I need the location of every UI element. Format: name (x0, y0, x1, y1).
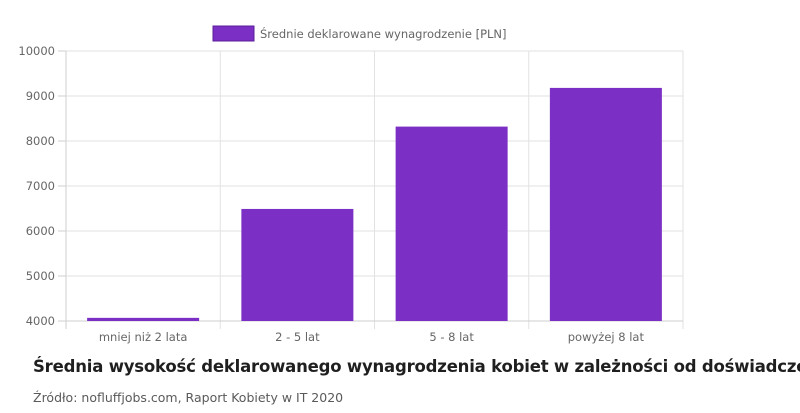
bar-chart: 4000 5000 6000 7000 8000 9000 10000 mniej niż … (18, 25, 684, 344)
chart-caption-title: Średnia wysokość deklarowanego wynagrodz… (33, 357, 800, 376)
x-tick-label: 2 - 5 lat (275, 330, 320, 344)
y-tick-label: 8000 (26, 134, 55, 148)
bar[interactable] (395, 126, 508, 321)
bars (87, 87, 662, 322)
x-tick-label: powyżej 8 lat (568, 330, 645, 344)
bar[interactable] (549, 87, 662, 322)
legend-label: Średnie deklarowane wynagrodzenie [PLN] (260, 26, 507, 41)
y-tick-label: 4000 (26, 314, 55, 328)
legend[interactable]: Średnie deklarowane wynagrodzenie [PLN] (212, 25, 507, 42)
x-tick-label: mniej niż 2 lata (99, 330, 188, 344)
y-tick-labels: 4000 5000 6000 7000 8000 9000 10000 (18, 44, 55, 328)
chart-caption-source: Źródło: nofluffjobs.com, Raport Kobiety … (33, 390, 344, 405)
legend-swatch (212, 25, 255, 42)
y-tick-label: 7000 (26, 179, 55, 193)
y-tick-label: 5000 (26, 269, 55, 283)
bar[interactable] (241, 208, 354, 321)
x-tick-labels: mniej niż 2 lata 2 - 5 lat 5 - 8 lat powyże… (99, 330, 645, 344)
y-tick-label: 10000 (18, 44, 55, 58)
x-tick-label: 5 - 8 lat (429, 330, 474, 344)
y-tick-label: 9000 (26, 89, 55, 103)
bar[interactable] (87, 317, 200, 321)
y-tick-label: 6000 (26, 224, 55, 238)
grid-lines (65, 50, 684, 329)
